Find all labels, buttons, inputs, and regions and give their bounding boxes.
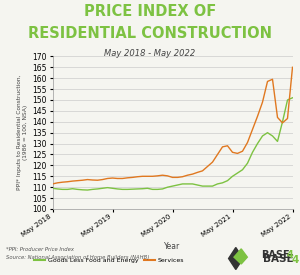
Polygon shape [229,248,243,270]
Polygon shape [234,249,247,264]
Text: Source: National Association of Home Builders (NAHB): Source: National Association of Home Bui… [6,255,149,260]
Text: 4: 4 [291,255,298,265]
Text: RESIDENTIAL CONSTRUCTION: RESIDENTIAL CONSTRUCTION [28,26,272,41]
Text: PRICE INDEX OF: PRICE INDEX OF [84,4,216,19]
Text: *PPI: Producer Price Index: *PPI: Producer Price Index [6,247,74,252]
Text: 4: 4 [286,250,293,260]
Text: May 2018 - May 2022: May 2018 - May 2022 [104,49,196,58]
Legend: Goods Less Food and Energy, Services: Goods Less Food and Energy, Services [32,255,186,265]
X-axis label: Year: Year [164,242,181,251]
Text: BASE: BASE [263,254,294,264]
Text: BASE: BASE [261,250,290,260]
Y-axis label: PPI* Inputs to Residential Construction,
(1986 = 100, NSA): PPI* Inputs to Residential Construction,… [17,75,28,190]
